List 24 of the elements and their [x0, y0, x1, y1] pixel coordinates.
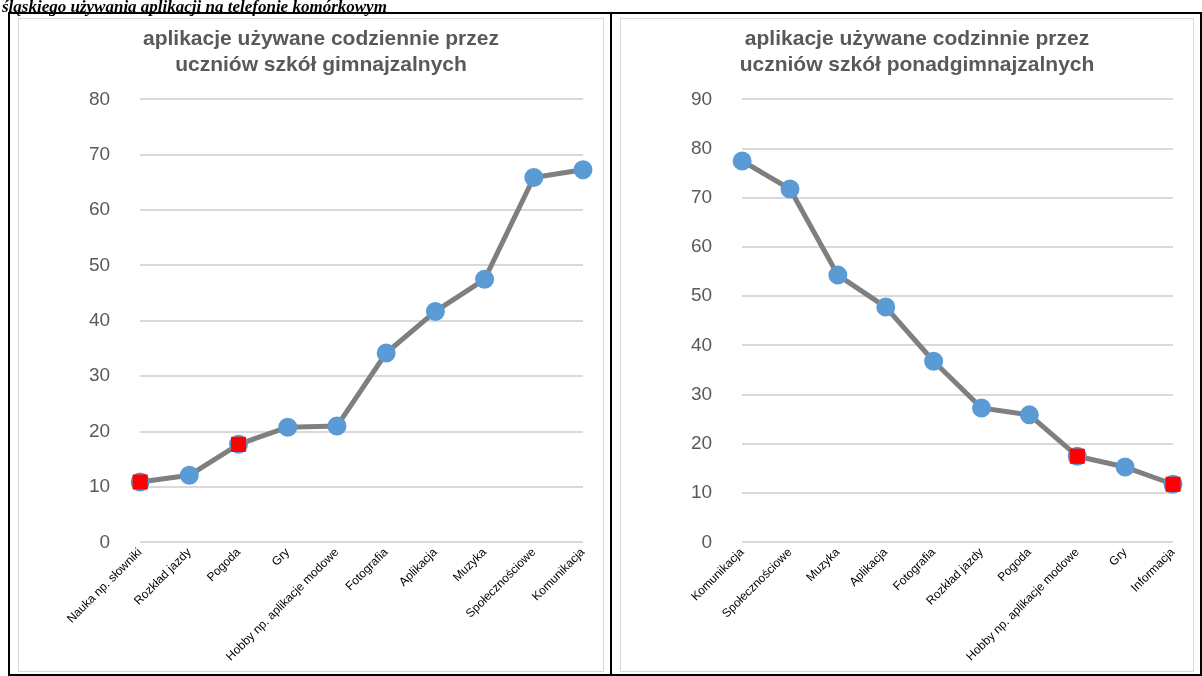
- y-tick-label: 80: [88, 87, 111, 109]
- y-tick-label: 0: [701, 530, 713, 552]
- y-tick-label: 90: [690, 87, 713, 109]
- y-tick-label: 10: [88, 475, 111, 497]
- y-tick-label: 70: [690, 186, 713, 208]
- chart-title: aplikacje używane codziennie przez uczniów szkół gimnajzalnych: [143, 26, 499, 75]
- x-tick-label: Gry: [1106, 544, 1130, 569]
- chart-title: aplikacje używane codzinnie przez uczniów szkół ponadgimnajzalnych: [739, 26, 1095, 75]
- y-tick-label: 60: [88, 198, 111, 220]
- y-tick-label: 60: [690, 235, 713, 257]
- text: śląskiego używania aplikacji na telefonie komórkowym: [1, 0, 387, 16]
- y-tick-label: 0: [99, 530, 111, 552]
- y-tick-label: 30: [690, 382, 713, 404]
- y-tick-label: 40: [690, 333, 713, 355]
- y-tick-label: 50: [690, 284, 713, 306]
- y-tick-label: 30: [88, 364, 111, 386]
- x-tick-label: Gry: [268, 544, 293, 569]
- y-tick-label: 40: [88, 309, 111, 331]
- y-tick-label: 10: [690, 481, 713, 503]
- y-tick-label: 70: [88, 143, 111, 164]
- y-tick-label: 20: [88, 419, 111, 441]
- y-tick-label: 80: [690, 136, 713, 158]
- y-tick-label: 50: [88, 253, 111, 275]
- y-tick-label: 20: [690, 432, 713, 454]
